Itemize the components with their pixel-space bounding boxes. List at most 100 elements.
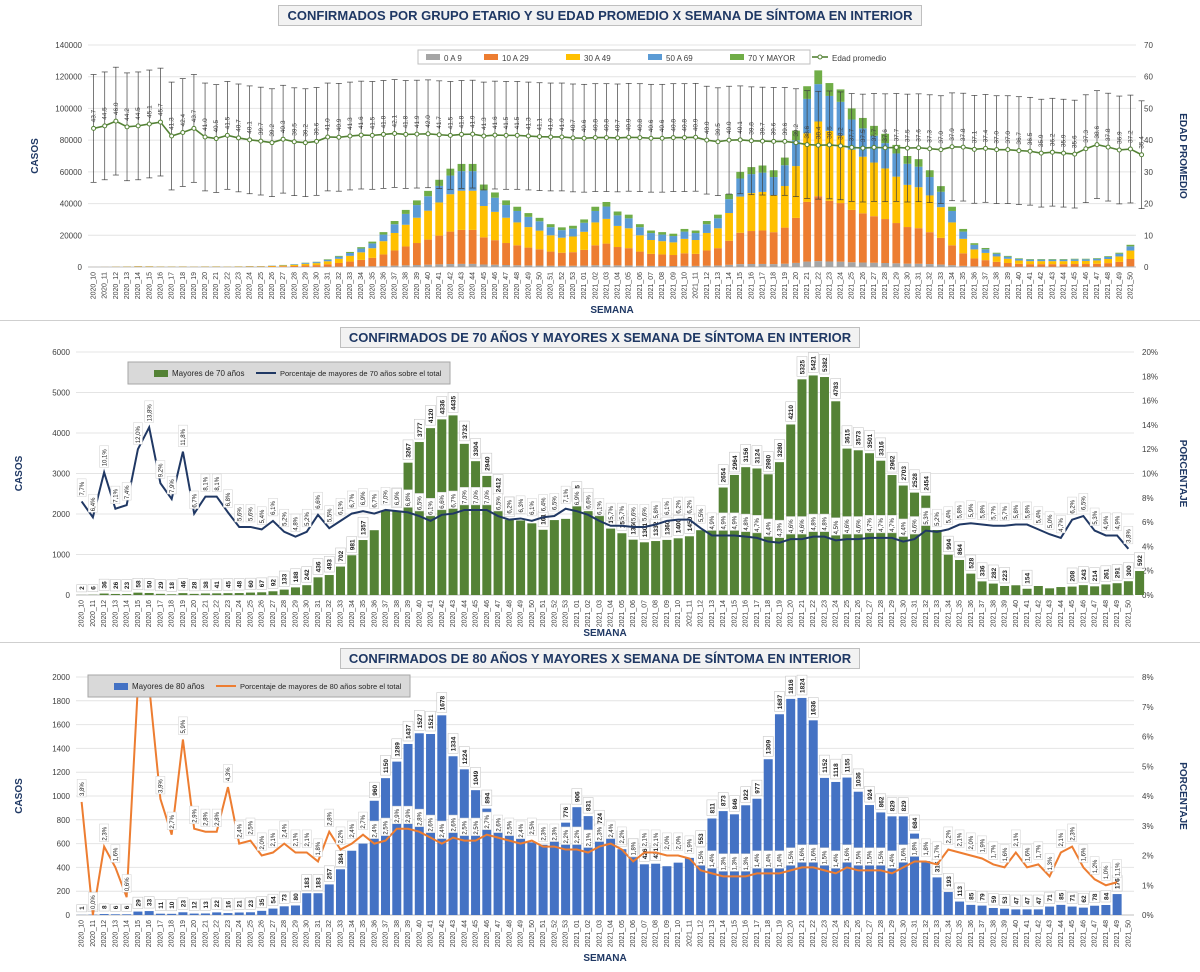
percentage-label: 7,1% <box>564 488 570 502</box>
percentage-label: 2,5% <box>384 820 390 834</box>
bar-segment-10-a-29 <box>826 201 834 262</box>
bar-value-label: 906 <box>574 791 581 802</box>
bar-segment-10-a-29 <box>558 253 566 266</box>
percentage-label: 2,5% <box>474 820 480 834</box>
bar-segment-0-a-9 <box>747 264 755 267</box>
percentage-label: 6,5% <box>1082 496 1088 510</box>
x-tick-label: 2021_17 <box>760 272 767 299</box>
bar-segment-50-a-69 <box>313 262 321 263</box>
bar <box>370 801 379 915</box>
bar <box>1113 894 1122 915</box>
legend-label: Edad promedio <box>832 54 887 63</box>
edad-promedio-label: 41.5 <box>369 116 376 129</box>
bar-segment-0-a-9 <box>413 265 421 267</box>
x-tick-label: 2020_48 <box>506 920 513 947</box>
edad-promedio-label: 40.1 <box>737 121 744 134</box>
bar-segment-30-a-49 <box>313 263 321 265</box>
edad-promedio-point <box>972 147 976 151</box>
edad-promedio-label: 37.7 <box>849 128 856 141</box>
bar-segment-50-a-69 <box>591 211 599 222</box>
bar-segment-10-a-29 <box>848 210 856 262</box>
bar-value-label: 47 <box>1025 897 1032 905</box>
percentage-label: 6,1% <box>271 501 277 515</box>
x-tick-label: 2021_32 <box>923 600 930 627</box>
legend-swatch <box>484 54 498 60</box>
x-tick-label: 2021_35 <box>957 920 964 947</box>
percentage-label: 2,0% <box>676 835 682 849</box>
bar-segment-10-a-29 <box>524 248 532 266</box>
x-tick-label: 2021_20 <box>788 920 795 947</box>
x-tick-label: 2021_11 <box>693 272 700 299</box>
bar-segment-10-a-29 <box>703 250 711 265</box>
edad-promedio-label: 37.3 <box>1083 130 1090 143</box>
x-tick-label: 2020_29 <box>292 920 299 947</box>
y-tick-label: 20000 <box>60 231 83 240</box>
bar <box>190 914 199 915</box>
bar <box>527 842 536 915</box>
percentage-label: 2,1% <box>271 832 277 846</box>
bar-segment-30-a-49 <box>759 192 767 231</box>
bar-segment-0-a-9 <box>725 265 733 267</box>
percentage-label: 11,8% <box>181 428 187 445</box>
percentage-label: 8,1% <box>204 476 210 490</box>
percentage-label: 3,8% <box>80 782 86 796</box>
bar-segment-10-a-29 <box>346 262 354 267</box>
bar-segment-70-y-mayor <box>1104 256 1112 257</box>
percentage-label: 6,7% <box>451 493 457 507</box>
bar-value-label: 2454 <box>923 476 930 491</box>
bar <box>1056 905 1065 915</box>
x-tick-label: 2021_30 <box>900 920 907 947</box>
bar <box>381 511 390 595</box>
bar-segment-10-a-29 <box>781 228 789 264</box>
edad-promedio-point <box>549 135 553 139</box>
bar-value-label: 183 <box>304 877 311 888</box>
bar-segment-0-a-9 <box>881 263 889 267</box>
bar-segment-70-y-mayor <box>970 243 978 245</box>
edad-promedio-label: 37.5 <box>904 129 911 142</box>
x-tick-label: 2021_36 <box>968 600 975 627</box>
bar-segment-70-y-mayor <box>569 226 577 229</box>
bar-value-label: 829 <box>890 800 897 811</box>
bar-segment-0-a-9 <box>870 263 878 267</box>
x-tick-label: 2021_33 <box>938 272 945 299</box>
bar-segment-50-a-69 <box>524 217 532 227</box>
y2-tick-label: 6% <box>1142 518 1154 527</box>
bar-segment-10-a-29 <box>636 252 644 266</box>
percentage-label: 4,9% <box>721 515 727 529</box>
bar-segment-50-a-69 <box>982 249 990 253</box>
x-axis-title: SEMANA <box>590 305 633 316</box>
bar-segment-50-a-69 <box>1060 260 1068 262</box>
bar <box>460 769 469 915</box>
bar <box>966 905 975 915</box>
edad-promedio-label: 39.2 <box>269 124 276 137</box>
bar-value-label: 4783 <box>833 381 840 396</box>
bar <box>955 902 964 915</box>
bar <box>978 581 987 595</box>
percentage-label: 5,4% <box>260 509 266 523</box>
edad-promedio-point <box>850 145 854 149</box>
bar-value-label: 23 <box>124 581 131 589</box>
x-tick-label: 2021_30 <box>904 272 911 299</box>
edad-promedio-point <box>749 139 753 143</box>
bar-segment-10-a-29 <box>1015 264 1023 267</box>
edad-promedio-point <box>348 134 352 138</box>
x-tick-label: 2020_13 <box>124 272 131 299</box>
edad-promedio-label: 38.5 <box>826 126 833 139</box>
bar-segment-30-a-49 <box>982 253 990 260</box>
x-tick-label: 2021_33 <box>934 920 941 947</box>
x-tick-label: 2020_32 <box>326 920 333 947</box>
bar-segment-50-a-69 <box>993 254 1001 257</box>
x-tick-label: 2021_37 <box>979 920 986 947</box>
y-tick-label: 4000 <box>52 429 70 438</box>
percentage-label: 4,7% <box>868 518 874 532</box>
x-axis-title: SEMANA <box>583 953 626 964</box>
y2-tick-label: 20% <box>1142 348 1158 357</box>
edad-promedio-label: 39.7 <box>258 122 265 135</box>
bar <box>831 782 840 915</box>
x-tick-label: 2021_12 <box>698 920 705 947</box>
bar-value-label: 1678 <box>439 695 446 710</box>
x-tick-label: 2021_19 <box>776 600 783 627</box>
bar-segment-10-a-29 <box>937 238 945 265</box>
bar-segment-10-a-29 <box>881 219 889 263</box>
percentage-label: 4,6% <box>856 519 862 533</box>
